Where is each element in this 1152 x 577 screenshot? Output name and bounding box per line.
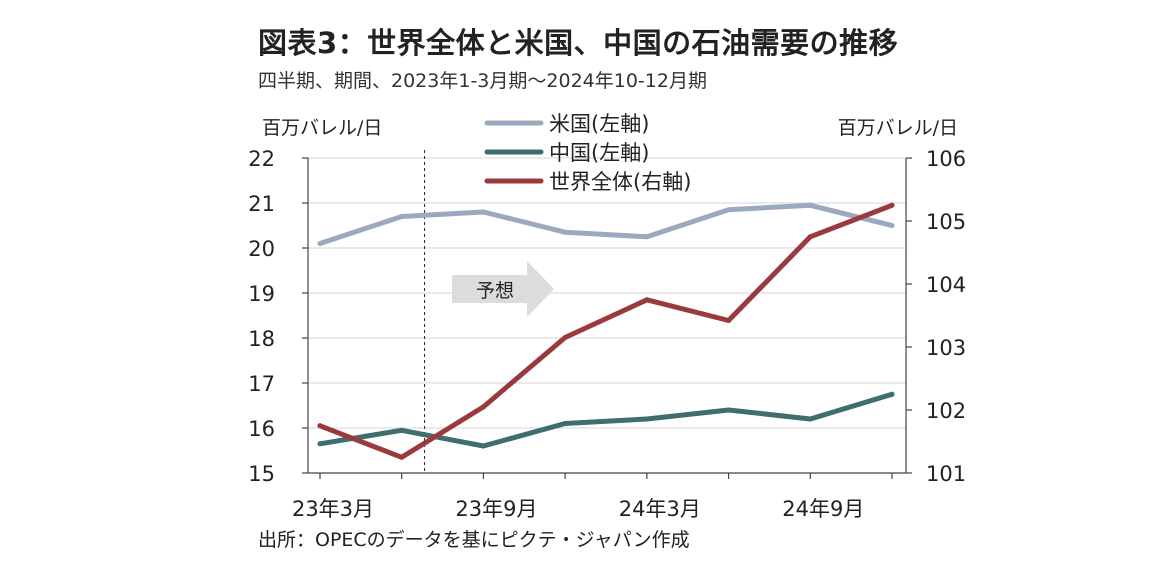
y-left-tick-label: 18 [248,327,275,351]
x-tick-label: 23年3月 [292,497,374,521]
legend-label-2: 世界全体(右軸) [549,170,691,194]
y-right-tick-label: 102 [926,399,966,423]
y-left-tick-label: 16 [248,417,275,441]
series-point-1 [317,441,323,447]
series-point-2 [480,404,486,410]
series-point-2 [317,423,323,429]
series-point-1 [562,421,568,426]
y-left-tick-label: 19 [248,282,275,306]
series-point-1 [726,407,732,413]
series-point-1 [889,391,895,397]
y-left-tick-label: 22 [248,147,275,171]
chart-title: 図表3：世界全体と米国、中国の石油需要の推移 [258,26,899,60]
source-note: 出所：OPECのデータを基にピクテ・ジャパン作成 [258,529,690,551]
x-tick-label: 24年3月 [619,497,701,521]
y-right-tick-label: 103 [926,336,966,360]
series-point-2 [889,202,895,208]
y-right-tick-label: 106 [926,147,966,171]
y-left-tick-label: 17 [248,372,275,396]
series-point-2 [562,335,568,341]
series-point-0 [399,214,405,219]
y-right-unit: 百万バレル/日 [838,117,958,139]
series-point-2 [726,318,732,324]
series-point-0 [889,223,895,228]
legend-label-1: 中国(左軸) [549,141,649,165]
series-point-0 [807,202,813,208]
y-right-tick-label: 105 [926,210,966,234]
y-left-tick-label: 20 [248,237,275,261]
series-point-0 [726,207,732,213]
series-line-2 [317,202,895,460]
y-right-tick-label: 101 [926,462,966,486]
x-tick-label: 24年9月 [782,497,864,521]
x-tick-label: 23年9月 [455,497,537,521]
forecast-arrow [452,261,554,317]
series-point-0 [562,229,568,235]
series-point-1 [644,416,650,422]
y-left-tick-label: 21 [248,192,275,216]
y-right-tick-label: 104 [926,273,966,297]
y-left-unit: 百万バレル/日 [262,117,382,139]
series-point-0 [317,241,323,246]
series-point-2 [399,454,405,460]
series-point-0 [480,209,486,215]
series-line-1 [317,391,895,449]
series-line-0 [317,202,895,246]
legend-label-0: 米国(左軸) [549,112,649,136]
forecast-label: 予想 [476,280,514,302]
series-point-1 [399,427,405,433]
chart-subtitle: 四半期、期間、2023年1-3月期～2024年10-12月期 [258,70,707,92]
series-point-0 [644,234,650,240]
y-left-tick-label: 15 [248,462,275,486]
series-point-1 [807,416,813,422]
series-point-2 [644,297,650,303]
series-point-1 [480,443,486,449]
series-point-2 [807,234,813,240]
